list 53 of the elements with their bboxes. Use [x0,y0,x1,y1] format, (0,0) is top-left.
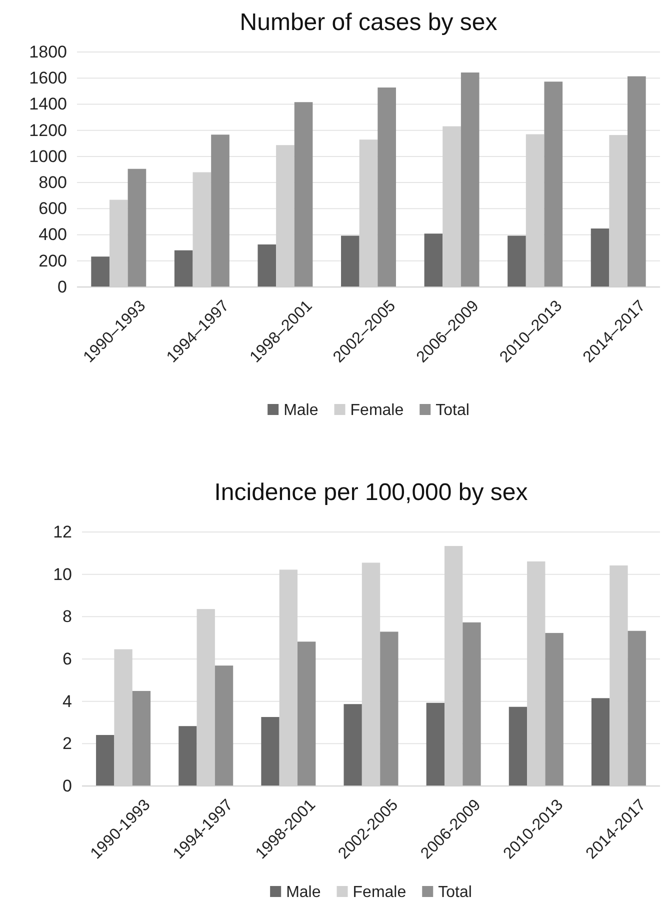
legend-label: Total [436,402,470,419]
bar [298,642,316,786]
bar [258,244,276,287]
y-tick-label: 1000 [29,146,67,166]
bar [174,250,193,287]
legend-label: Male [284,402,318,419]
y-tick-label: 1200 [29,120,67,140]
bar [628,630,646,786]
bar [214,666,234,786]
bar [590,228,610,287]
y-tick-label: 0 [62,776,72,796]
bar [211,134,230,287]
y-tick-label: 1600 [29,68,67,88]
bar [380,632,398,786]
bar [460,72,480,287]
bar [508,706,528,786]
legend-label: Female [350,402,404,419]
y-tick-label: 600 [38,199,67,218]
bar [261,716,280,786]
y-tick-label: 6 [62,649,72,668]
bar [91,256,110,287]
y-tick-label: 4 [62,692,72,711]
bar [545,632,564,786]
y-tick-label: 800 [38,172,67,192]
chart-title: Number of cases by sex [240,9,498,36]
y-tick-label: 1400 [29,94,67,114]
y-tick-label: 400 [38,225,67,244]
y-tick-label: 0 [58,277,67,296]
bar [508,236,526,287]
y-tick-label: 10 [53,564,72,584]
y-tick-label: 8 [62,607,72,626]
y-tick-label: 1800 [29,42,67,62]
bar [96,734,114,786]
bar [344,704,362,786]
legend-label: Total [438,884,472,901]
bar [544,82,563,287]
legend-label: Female [352,884,406,901]
bar [424,234,443,287]
y-tick-label: 12 [53,522,72,542]
y-tick-label: 200 [38,251,67,270]
bar [294,102,313,287]
legend-label: Male [286,884,321,901]
bar [628,76,646,287]
chart-title: Incidence per 100,000 by sex [214,479,528,506]
bar [132,690,151,786]
bar [178,726,197,786]
y-tick-label: 2 [62,734,72,754]
bar [591,698,610,786]
bar [378,88,396,287]
bar [462,622,481,786]
bar [341,236,360,287]
bar [128,168,146,287]
bar [426,702,444,786]
